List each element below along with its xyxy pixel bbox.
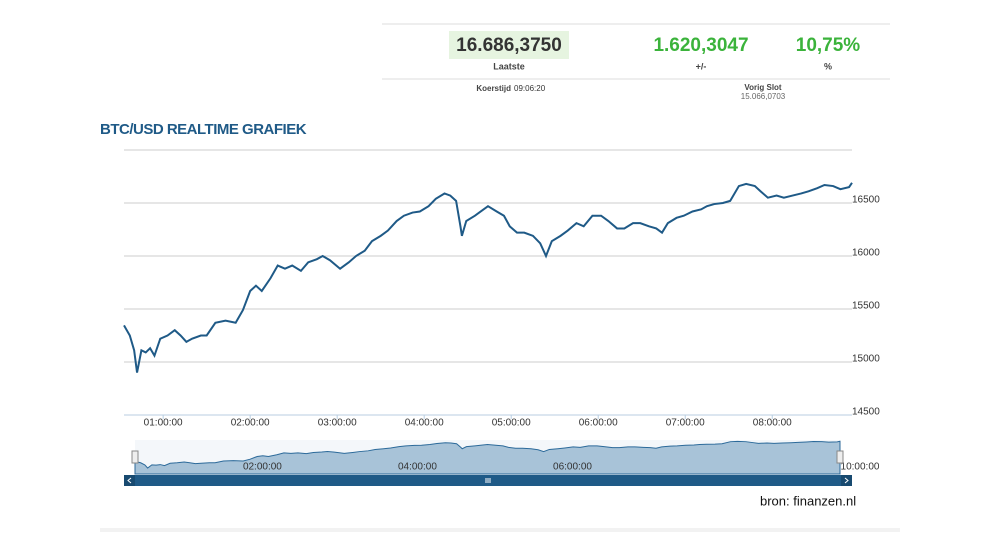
y-tick-label: 15500 <box>852 301 880 312</box>
x-tick-label: 07:00:00 <box>666 418 705 429</box>
last-highlight <box>449 31 569 59</box>
price-line <box>123 182 853 373</box>
y-tick-label: 14500 <box>852 407 880 418</box>
navigator-tick-label: 02:00:00 <box>243 462 282 473</box>
change-label: +/- <box>696 61 707 71</box>
navigator-handle[interactable] <box>836 450 844 464</box>
x-tick-label: 06:00:00 <box>579 418 618 429</box>
x-tick-label: 03:00:00 <box>318 418 357 429</box>
change: 1.620,3047 <box>653 35 748 56</box>
x-tick-label: 04:00:00 <box>405 418 444 429</box>
navigator-handle[interactable] <box>131 450 139 464</box>
last-label: Laatste <box>493 61 525 71</box>
pct-label: % <box>824 61 832 71</box>
scroll-right[interactable] <box>841 475 852 486</box>
source: bron: finanzen.nl <box>760 493 856 508</box>
navigator-tick-label: 10:00:00 <box>841 462 880 473</box>
navigator-tick-label: 04:00:00 <box>398 462 437 473</box>
last-price: 16.686,3750 <box>456 35 562 56</box>
prev-close: 15.066,0703 <box>741 92 786 101</box>
time: 09:06:20 <box>514 84 546 93</box>
scroll-grip <box>485 478 491 483</box>
time-label: Koerstijd <box>476 84 511 93</box>
scroll-arrows <box>127 477 849 484</box>
pct-change: 10,75% <box>796 35 861 56</box>
scroll-left[interactable] <box>124 475 135 486</box>
y-tick-label: 16000 <box>852 248 880 259</box>
x-tick-label: 05:00:00 <box>492 418 531 429</box>
x-tick-label: 02:00:00 <box>231 418 270 429</box>
x-tick-label: 01:00:00 <box>144 418 183 429</box>
chart-title: BTC/USD REALTIME GRAFIEK <box>100 121 307 138</box>
y-tick-label: 16500 <box>852 195 880 206</box>
navigator-tick-label: 06:00:00 <box>553 462 592 473</box>
footer-bar <box>100 528 900 532</box>
prev-label: Vorig Slot <box>744 83 782 92</box>
x-tick-label: 08:00:00 <box>753 418 792 429</box>
y-tick-label: 15000 <box>852 354 880 365</box>
navigator-area <box>134 440 841 475</box>
